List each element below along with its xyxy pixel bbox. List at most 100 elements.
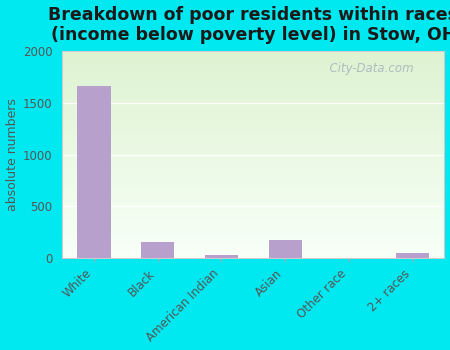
Bar <box>62 104 445 105</box>
Bar <box>62 74 445 75</box>
Bar <box>62 234 445 235</box>
Bar <box>62 218 445 219</box>
Bar <box>62 118 445 119</box>
Bar <box>62 56 445 57</box>
Bar <box>62 197 445 198</box>
Bar <box>62 160 445 161</box>
Bar <box>62 223 445 224</box>
Bar <box>62 150 445 152</box>
Bar <box>62 128 445 129</box>
Bar <box>62 166 445 167</box>
Bar <box>62 113 445 114</box>
Bar <box>62 246 445 247</box>
Bar <box>62 132 445 133</box>
Bar <box>62 137 445 138</box>
Bar <box>62 203 445 204</box>
Bar <box>62 180 445 181</box>
Bar <box>62 131 445 132</box>
Bar <box>62 235 445 236</box>
Bar <box>205 256 238 258</box>
Bar <box>62 224 445 225</box>
Bar <box>62 144 445 145</box>
Bar <box>62 168 445 169</box>
Bar <box>62 156 445 157</box>
Bar <box>62 215 445 216</box>
Bar <box>62 125 445 126</box>
Bar <box>62 75 445 76</box>
Bar <box>62 244 445 245</box>
Bar <box>62 121 445 122</box>
Bar <box>62 192 445 193</box>
Bar <box>62 241 445 243</box>
Bar <box>77 85 111 258</box>
Bar <box>62 195 445 196</box>
Bar <box>62 249 445 250</box>
Bar <box>62 122 445 123</box>
Bar <box>62 255 445 256</box>
Bar <box>62 217 445 218</box>
Bar <box>62 148 445 149</box>
Bar <box>62 109 445 110</box>
Bar <box>62 194 445 195</box>
Bar <box>62 226 445 227</box>
Bar <box>396 253 429 258</box>
Bar <box>62 83 445 84</box>
Bar <box>62 248 445 249</box>
Bar <box>62 59 445 60</box>
Bar <box>62 71 445 72</box>
Bar <box>62 66 445 67</box>
Bar <box>62 165 445 166</box>
Bar <box>62 219 445 220</box>
Bar <box>62 185 445 186</box>
Bar <box>62 205 445 206</box>
Bar <box>62 225 445 226</box>
Bar <box>62 82 445 83</box>
Bar <box>62 135 445 136</box>
Bar <box>62 106 445 107</box>
Bar <box>62 107 445 108</box>
Bar <box>62 70 445 71</box>
Bar <box>62 236 445 237</box>
Bar <box>62 254 445 255</box>
Bar <box>62 186 445 187</box>
Bar <box>62 101 445 102</box>
Bar <box>62 110 445 111</box>
Bar <box>62 112 445 113</box>
Bar <box>62 231 445 232</box>
Bar <box>62 55 445 56</box>
Bar <box>62 90 445 91</box>
Bar <box>141 243 174 258</box>
Bar <box>62 77 445 78</box>
Bar <box>62 86 445 88</box>
Bar <box>62 162 445 163</box>
Bar <box>62 142 445 144</box>
Bar <box>62 95 445 96</box>
Bar <box>62 89 445 90</box>
Bar <box>62 183 445 184</box>
Bar <box>62 214 445 215</box>
Bar <box>62 250 445 251</box>
Bar <box>62 232 445 233</box>
Bar <box>62 64 445 65</box>
Bar <box>62 210 445 211</box>
Bar <box>62 196 445 197</box>
Bar <box>62 251 445 252</box>
Bar <box>62 65 445 66</box>
Bar <box>62 85 445 86</box>
Bar <box>62 184 445 185</box>
Bar <box>62 93 445 94</box>
Bar <box>62 243 445 244</box>
Bar <box>269 240 302 258</box>
Bar <box>62 97 445 98</box>
Bar <box>62 238 445 239</box>
Bar <box>62 161 445 162</box>
Bar <box>62 72 445 73</box>
Bar <box>62 193 445 194</box>
Bar <box>62 98 445 99</box>
Bar <box>62 199 445 200</box>
Bar <box>62 178 445 180</box>
Bar <box>62 127 445 128</box>
Bar <box>62 227 445 228</box>
Bar <box>62 239 445 240</box>
Bar <box>62 149 445 150</box>
